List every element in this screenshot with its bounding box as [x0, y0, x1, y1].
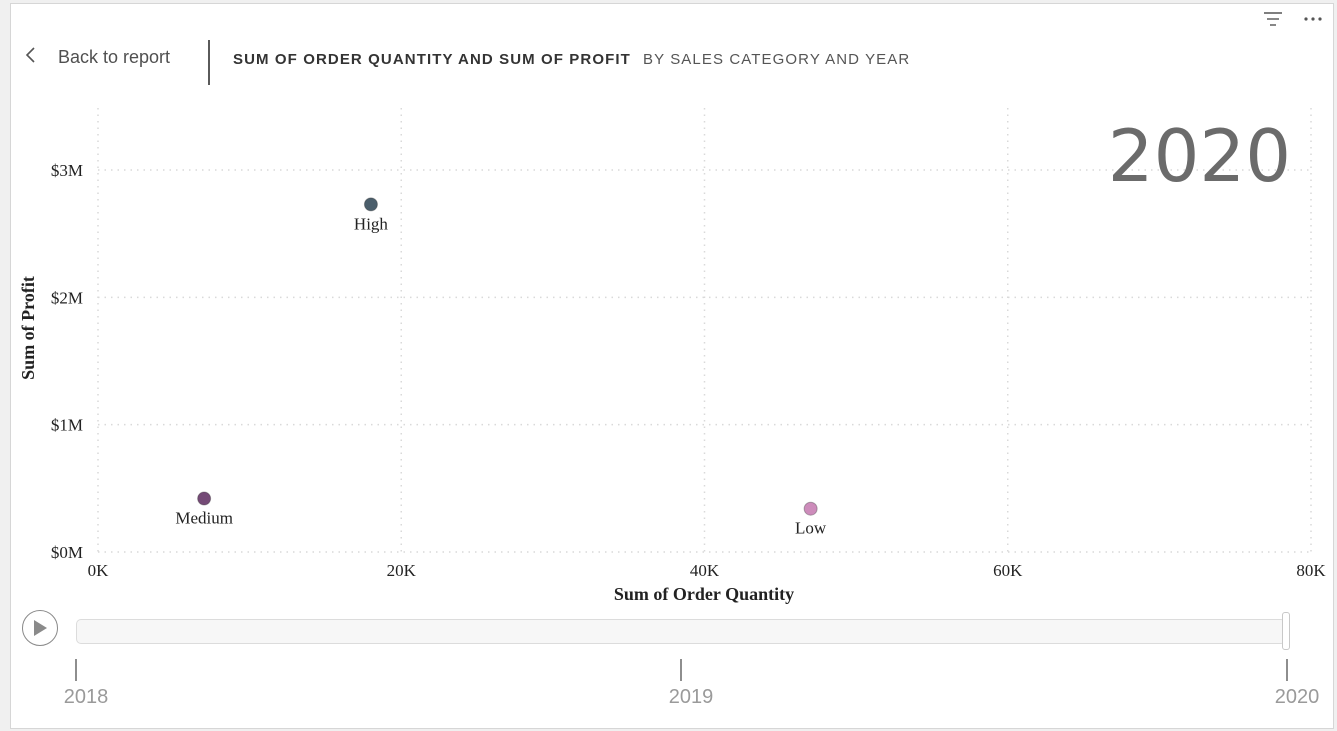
chart-title: SUM OF ORDER QUANTITY AND SUM OF PROFIT — [233, 51, 631, 68]
scatter-chart: 0K 20K 40K 60K 80K $0M $1M $2M $3M Sum of Order Q… — [18, 108, 1326, 604]
back-to-report-button[interactable]: Back to report — [24, 46, 170, 69]
scatter-point-low — [803, 501, 818, 516]
x-tick-label: 20K — [387, 561, 417, 580]
x-tick-label: 80K — [1296, 561, 1326, 580]
y-tick-label: $3M — [51, 161, 83, 180]
play-axis-thumb[interactable] — [1282, 612, 1290, 650]
play-icon — [34, 620, 47, 636]
chevron-left-icon — [24, 46, 38, 69]
data-label-high: High — [354, 214, 389, 233]
y-tick-label: $0M — [51, 543, 83, 562]
y-tick-label: $2M — [51, 288, 83, 307]
x-tick-label: 60K — [993, 561, 1023, 580]
back-to-report-label: Back to report — [58, 47, 171, 67]
y-tick-label: $1M — [51, 416, 83, 435]
visual-header-icons — [1261, 10, 1325, 28]
play-axis-tick-mark — [680, 659, 682, 681]
x-tick-label: 40K — [690, 561, 720, 580]
chart-subtitle: BY SALES CATEGORY AND YEAR — [643, 51, 911, 68]
scatter-point-high — [363, 197, 378, 212]
filter-icon[interactable] — [1261, 10, 1285, 28]
visual-frame — [10, 3, 1334, 729]
header-divider — [208, 40, 210, 85]
y-axis-title: Sum of Profit — [18, 276, 38, 380]
play-button[interactable] — [22, 610, 58, 646]
play-axis-track[interactable] — [76, 619, 1286, 644]
play-axis-tick-mark — [75, 659, 77, 681]
more-options-icon[interactable] — [1301, 10, 1325, 28]
x-tick-label: 0K — [88, 561, 110, 580]
x-axis-title: Sum of Order Quantity — [614, 584, 794, 604]
play-axis-year-2019[interactable]: 2019 — [668, 686, 714, 708]
scatter-point-medium — [197, 491, 212, 506]
current-year-label: 2020 — [1107, 114, 1291, 198]
play-axis-year-2020[interactable]: 2020 — [1274, 686, 1320, 708]
play-axis-year-2018[interactable]: 2018 — [63, 686, 109, 708]
play-axis-tick-mark — [1286, 659, 1288, 681]
data-label-medium: Medium — [175, 509, 233, 528]
data-label-low: Low — [795, 519, 827, 538]
